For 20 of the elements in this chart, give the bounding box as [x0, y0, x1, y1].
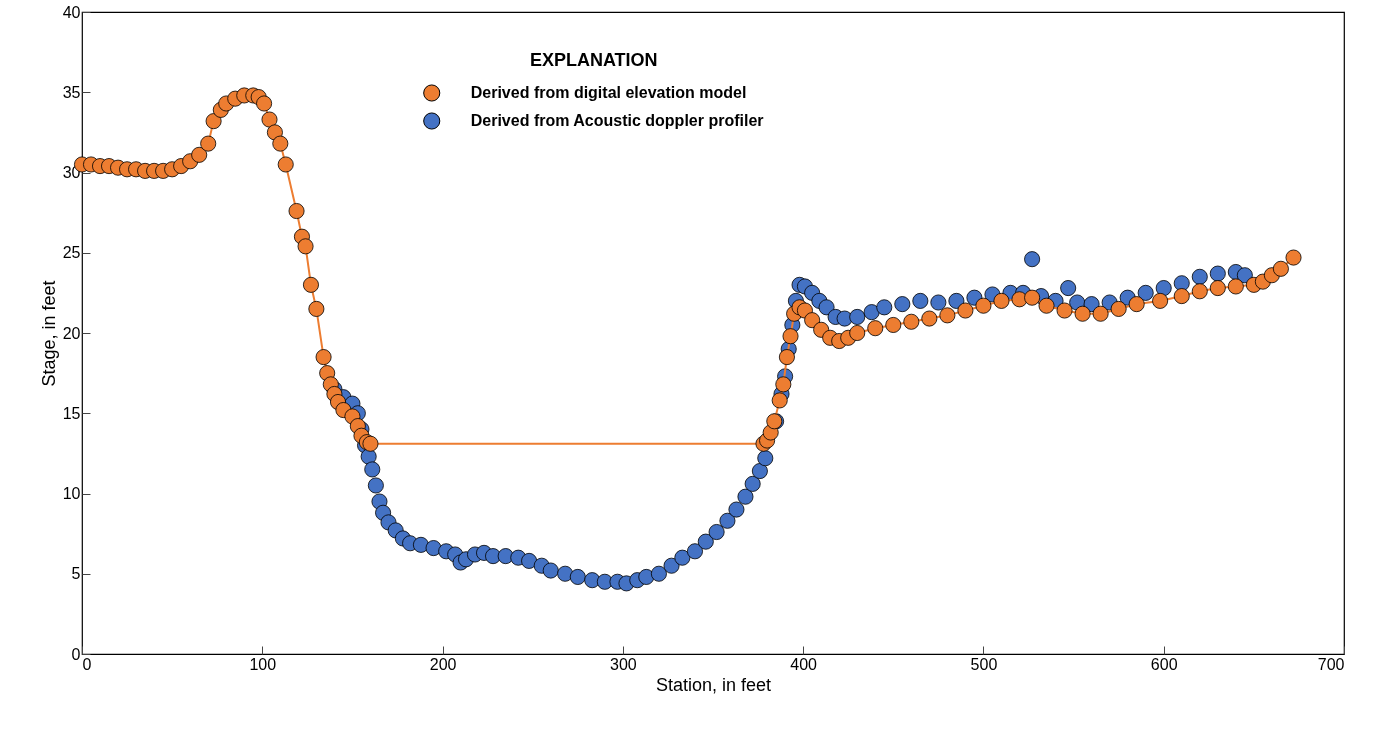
x-tick-label: 400: [790, 655, 818, 673]
x-axis-title: Station, in feet: [655, 674, 772, 695]
y-tick-label: 35: [62, 83, 81, 101]
legend-label: Derived from Acoustic doppler profiler: [470, 112, 764, 129]
legend-label: Derived from digital elevation model: [470, 84, 747, 101]
x-tick-label: 600: [1150, 655, 1178, 673]
y-tick-label: 25: [62, 244, 81, 262]
y-axis-title: Stage, in feet: [38, 280, 59, 387]
y-tick-label: 5: [71, 565, 81, 583]
y-tick-label: 15: [62, 404, 81, 422]
y-tick-label: 10: [62, 485, 81, 502]
x-tick-label: 0: [82, 655, 92, 673]
legend-title: EXPLANATION: [529, 50, 658, 70]
x-tick-label: 300: [610, 655, 637, 673]
y-tick-label: 40: [62, 3, 81, 21]
x-tick-label: 500: [970, 655, 998, 673]
x-tick-label: 100: [249, 655, 277, 673]
y-tick-label: 20: [62, 324, 81, 342]
x-tick-label: 700: [1317, 655, 1345, 673]
x-tick-label: 200: [429, 655, 457, 673]
